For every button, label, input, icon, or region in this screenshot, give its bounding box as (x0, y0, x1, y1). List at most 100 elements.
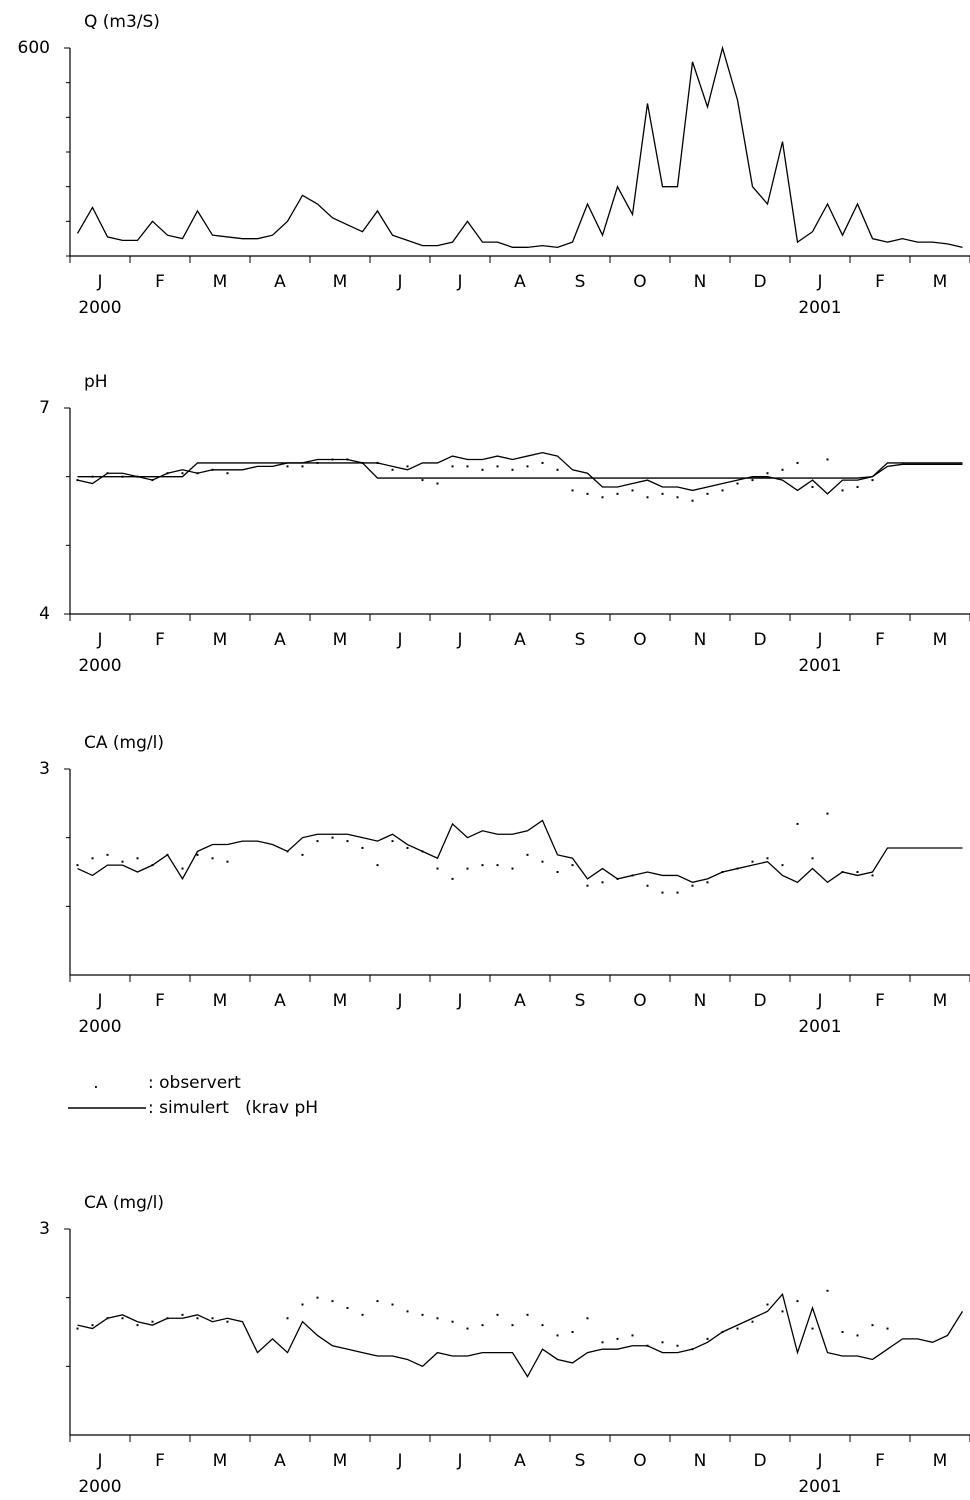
x-tick-label: J (396, 1451, 402, 1471)
axis (69, 1229, 970, 1436)
year-label: 2001 (798, 298, 841, 318)
observed-dot (481, 468, 484, 471)
observed-dot (91, 857, 94, 860)
observed-dot (526, 465, 529, 468)
observed-dot (691, 499, 694, 502)
observed-dot (76, 479, 79, 482)
x-tick-label: D (753, 991, 766, 1011)
observed-dot (556, 1334, 559, 1337)
x-tick-label: A (274, 1451, 286, 1471)
x-tick-label: M (213, 1451, 228, 1471)
observed-dot (421, 850, 424, 853)
observed-dot (601, 881, 604, 884)
x-tick-label: J (816, 272, 822, 292)
observed-dot (871, 874, 874, 877)
x-tick-label: F (875, 630, 885, 650)
observed-dot (421, 1313, 424, 1316)
observed-dot (346, 840, 349, 843)
x-tick-label: M (333, 991, 348, 1011)
observed-dot (106, 853, 109, 856)
observed-dot (631, 489, 634, 492)
observed-dot (361, 461, 364, 464)
observed-dot (541, 461, 544, 464)
observed-dot (181, 867, 184, 870)
observed-dot (286, 465, 289, 468)
x-tick-label: M (213, 630, 228, 650)
observed-dot (106, 472, 109, 475)
x-tick-label: J (96, 1451, 102, 1471)
year-label: 2000 (78, 656, 121, 676)
x-tick-label: S (575, 272, 586, 292)
observed-dot (826, 1289, 829, 1292)
observed-dot (436, 867, 439, 870)
simulated-line (77, 462, 963, 479)
simulated-line (77, 451, 963, 495)
observed-dot (721, 1331, 724, 1333)
observed-dot (361, 846, 364, 849)
observed-dot (466, 465, 469, 468)
x-tick-label: A (274, 630, 286, 650)
legend-symbol: . (93, 1073, 98, 1093)
observed-dot (886, 1327, 889, 1330)
x-tick-label: N (694, 630, 707, 650)
simulated-line (76, 45, 963, 248)
observed-dot (511, 468, 514, 471)
observed-dot (661, 492, 664, 495)
observed-dot (496, 465, 499, 468)
x-tick-label: S (575, 630, 586, 650)
x-tick-label: D (753, 1451, 766, 1471)
observed-dot (646, 1344, 649, 1347)
observed-dot (376, 864, 379, 867)
x-tick-label: J (396, 630, 402, 650)
observed-dot (631, 1334, 634, 1337)
x-tick-label: O (633, 1451, 646, 1471)
observed-dot (661, 891, 664, 894)
observed-dot (436, 1317, 439, 1320)
observed-dot (526, 1313, 529, 1316)
observed-dot (136, 857, 139, 860)
x-tick-label: M (933, 1451, 948, 1471)
y-tick-label: 7 (39, 398, 50, 418)
x-tick-label: M (933, 630, 948, 650)
observed-dot (406, 465, 409, 468)
x-tick-label: F (155, 272, 165, 292)
chart-title: CA (mg/l) (84, 1193, 164, 1213)
x-tick-label: O (633, 991, 646, 1011)
observed-dot (616, 492, 619, 495)
observed-dot (511, 867, 514, 870)
observed-dot (676, 496, 679, 499)
observed-dot (841, 1331, 844, 1333)
observed-dot (496, 864, 499, 867)
observed-dot (646, 884, 649, 887)
year-label: 2001 (798, 1477, 841, 1497)
x-tick-label: J (456, 272, 462, 292)
x-tick-label: M (933, 991, 948, 1011)
legend-label: : observert (148, 1073, 241, 1093)
observed-dot (811, 857, 814, 860)
x-tick-label: J (456, 1451, 462, 1471)
year-label: 2000 (78, 1477, 121, 1497)
observed-dot (136, 475, 139, 478)
observed-dot (421, 479, 424, 482)
x-tick-label: N (694, 991, 707, 1011)
observed-dot (391, 468, 394, 471)
observed-dot (721, 489, 724, 492)
observed-dot (316, 840, 319, 843)
observed-dot (451, 877, 454, 880)
observed-dot (451, 1320, 454, 1323)
observed-dot (796, 1300, 799, 1303)
y-tick-label: 600 (18, 38, 50, 58)
observed-dot (841, 871, 844, 873)
observed-dot (166, 853, 169, 856)
observed-dot (811, 485, 814, 488)
observed-dot (526, 853, 529, 856)
x-tick-label: M (933, 272, 948, 292)
observed-dot (466, 1327, 469, 1330)
observed-dot (811, 1327, 814, 1330)
observed-dot (331, 1300, 334, 1303)
chart-title: pH (84, 372, 108, 392)
observed-dot (316, 461, 319, 464)
observed-dot (226, 472, 229, 475)
observed-dot (196, 472, 199, 475)
observed-dot (796, 822, 799, 825)
